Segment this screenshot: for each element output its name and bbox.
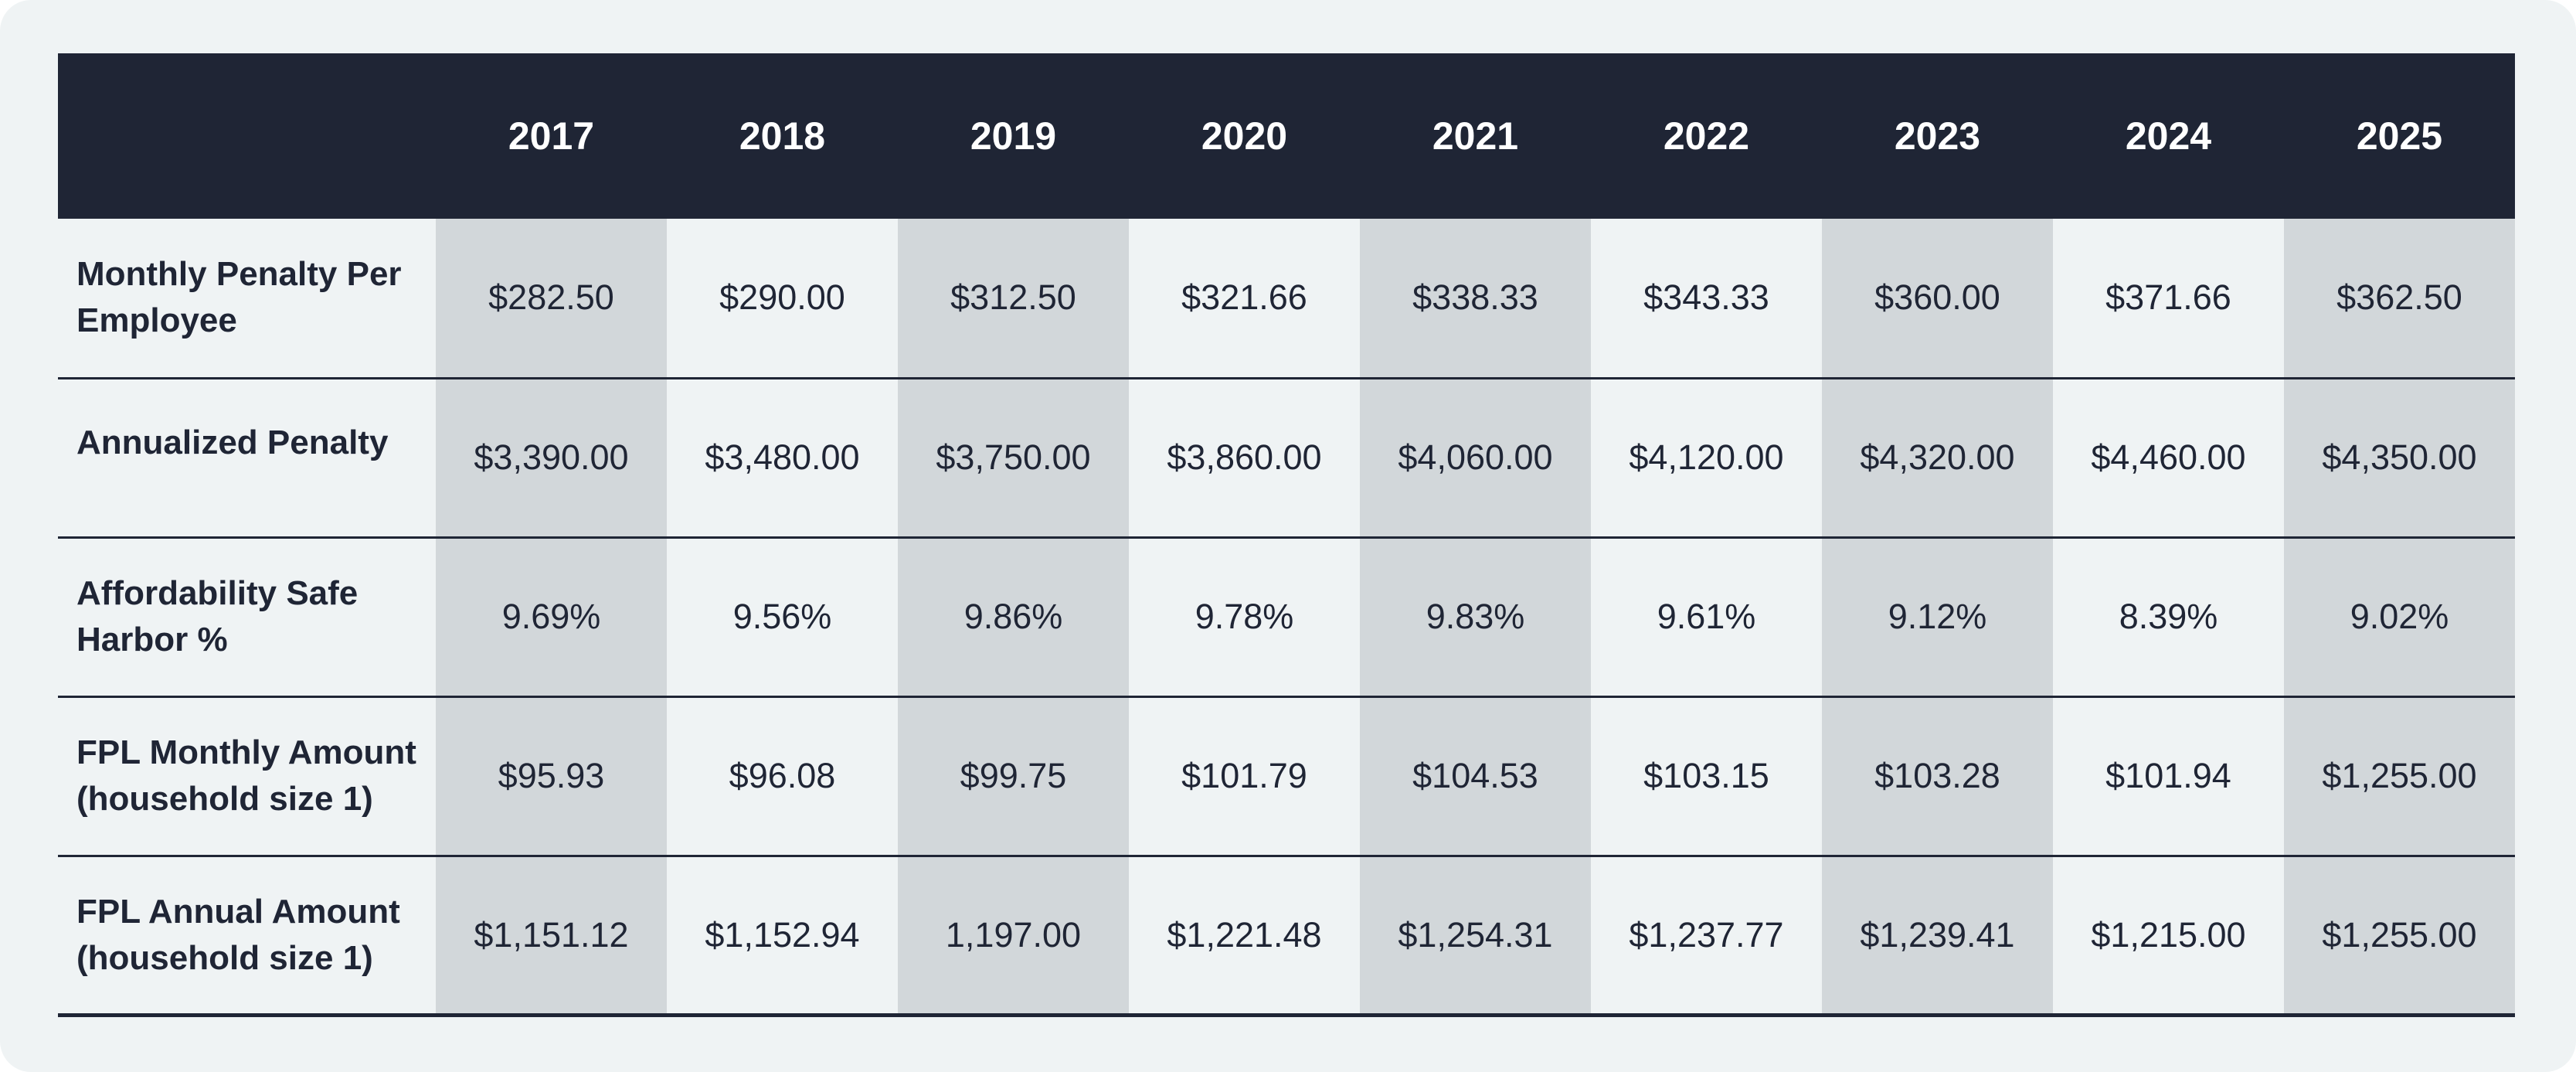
table-cell: $3,860.00 bbox=[1129, 378, 1360, 539]
table-cell: $371.66 bbox=[2053, 219, 2284, 379]
table-cell: $4,460.00 bbox=[2053, 378, 2284, 539]
table-cell: 9.02% bbox=[2284, 537, 2515, 698]
table-cell: 9.86% bbox=[898, 537, 1129, 698]
header-cell-year: 2018 bbox=[667, 53, 898, 219]
table-cell: 9.61% bbox=[1591, 537, 1822, 698]
table-cell: $290.00 bbox=[667, 219, 898, 379]
table-cell: $96.08 bbox=[667, 696, 898, 857]
table-cell: $101.79 bbox=[1129, 696, 1360, 857]
table-cell: 9.69% bbox=[436, 537, 667, 698]
header-cell-year: 2021 bbox=[1360, 53, 1591, 219]
table-cell: $1,215.00 bbox=[2053, 856, 2284, 1017]
table-cell: $1,255.00 bbox=[2284, 856, 2515, 1017]
table-cell: $4,120.00 bbox=[1591, 378, 1822, 539]
row-label: Affordability Safe Harbor % bbox=[58, 537, 436, 698]
table-row: Affordability Safe Harbor % 9.69% 9.56% … bbox=[58, 537, 2515, 698]
row-label: FPL Annual Amount (household size 1) bbox=[58, 856, 436, 1017]
table-cell: $1,254.31 bbox=[1360, 856, 1591, 1017]
header-cell-year: 2019 bbox=[898, 53, 1129, 219]
table-cell: $1,151.12 bbox=[436, 856, 667, 1017]
table-cell: $3,750.00 bbox=[898, 378, 1129, 539]
table-row: Annualized Penalty $3,390.00 $3,480.00 $… bbox=[58, 378, 2515, 539]
table-cell: $338.33 bbox=[1360, 219, 1591, 379]
table-cell: 9.12% bbox=[1822, 537, 2053, 698]
header-cell-blank bbox=[58, 53, 436, 219]
table-cell: 9.78% bbox=[1129, 537, 1360, 698]
table-cell: 1,197.00 bbox=[898, 856, 1129, 1017]
table-row: Monthly Penalty Per Employee $282.50 $29… bbox=[58, 219, 2515, 379]
table-cell: $312.50 bbox=[898, 219, 1129, 379]
table-cell: $103.28 bbox=[1822, 696, 2053, 857]
row-label: FPL Monthly Amount (household size 1) bbox=[58, 696, 436, 857]
table-cell: $1,237.77 bbox=[1591, 856, 1822, 1017]
table-cell: $4,320.00 bbox=[1822, 378, 2053, 539]
table-cell: $282.50 bbox=[436, 219, 667, 379]
table-cell: $360.00 bbox=[1822, 219, 2053, 379]
table-cell: $4,060.00 bbox=[1360, 378, 1591, 539]
table-cell: 8.39% bbox=[2053, 537, 2284, 698]
header-cell-year: 2023 bbox=[1822, 53, 2053, 219]
table-cell: $362.50 bbox=[2284, 219, 2515, 379]
table-cell: $343.33 bbox=[1591, 219, 1822, 379]
table-cell: $3,480.00 bbox=[667, 378, 898, 539]
table-cell: 9.83% bbox=[1360, 537, 1591, 698]
header-cell-year: 2025 bbox=[2284, 53, 2515, 219]
row-label: Annualized Penalty bbox=[58, 378, 436, 539]
table-cell: $4,350.00 bbox=[2284, 378, 2515, 539]
table-cell: 9.56% bbox=[667, 537, 898, 698]
table-cell: $95.93 bbox=[436, 696, 667, 857]
header-cell-year: 2017 bbox=[436, 53, 667, 219]
header-cell-year: 2024 bbox=[2053, 53, 2284, 219]
header-cell-year: 2020 bbox=[1129, 53, 1360, 219]
table-cell: $99.75 bbox=[898, 696, 1129, 857]
row-label: Monthly Penalty Per Employee bbox=[58, 219, 436, 379]
table-header-row: 2017 2018 2019 2020 2021 2022 2023 2024 … bbox=[58, 53, 2515, 219]
table-cell: $1,152.94 bbox=[667, 856, 898, 1017]
table-cell: $3,390.00 bbox=[436, 378, 667, 539]
table-row: FPL Annual Amount (household size 1) $1,… bbox=[58, 856, 2515, 1017]
table-cell: $104.53 bbox=[1360, 696, 1591, 857]
table-cell: $101.94 bbox=[2053, 696, 2284, 857]
table-cell: $321.66 bbox=[1129, 219, 1360, 379]
table-cell: $1,255.00 bbox=[2284, 696, 2515, 857]
table-cell: $103.15 bbox=[1591, 696, 1822, 857]
employer-penalty-table: 2017 2018 2019 2020 2021 2022 2023 2024 … bbox=[58, 53, 2515, 1017]
table-cell: $1,221.48 bbox=[1129, 856, 1360, 1017]
table-row: FPL Monthly Amount (household size 1) $9… bbox=[58, 696, 2515, 857]
header-cell-year: 2022 bbox=[1591, 53, 1822, 219]
table-cell: $1,239.41 bbox=[1822, 856, 2053, 1017]
